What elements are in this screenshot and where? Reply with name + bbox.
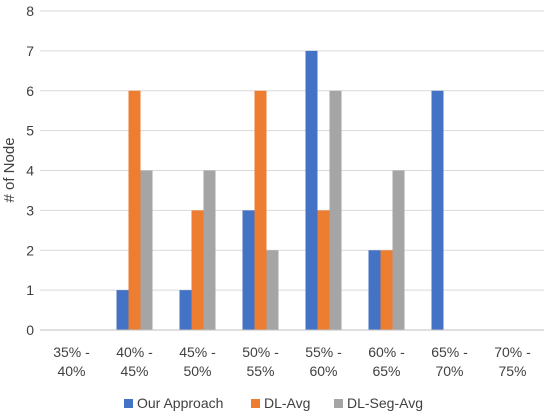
x-tick-label: 75%: [498, 363, 526, 379]
bar-our-approach: [116, 290, 129, 330]
y-tick-label: 1: [26, 282, 34, 298]
x-tick-labels: 35% - 40% 40% - 45% 45% - 50% 50% - 55% 55% - 60%…: [53, 344, 531, 379]
legend-label: DL-Avg: [264, 395, 310, 411]
bars: [116, 50, 444, 330]
x-tick-label: 50%: [183, 363, 211, 379]
legend-label: Our Approach: [137, 395, 223, 411]
y-tick-label: 5: [26, 123, 34, 139]
bar-our-approach: [368, 250, 381, 330]
x-tick-label: 55%: [246, 363, 274, 379]
y-tick-label: 4: [26, 163, 34, 179]
x-tick-label: 45%: [120, 363, 148, 379]
gridlines: [40, 10, 544, 291]
x-tick-label: 40% -: [116, 344, 153, 360]
y-tick-label: 6: [26, 83, 34, 99]
x-tick-label: 45% -: [179, 344, 216, 360]
legend-swatch: [251, 399, 260, 408]
x-tick-label: 65% -: [431, 344, 468, 360]
bar-our-approach: [305, 50, 318, 330]
y-axis-title: # of Node: [1, 137, 18, 202]
bar-dl-seg-avg: [266, 250, 279, 330]
x-tick-label: 55% -: [305, 344, 342, 360]
x-tick-label: 65%: [372, 363, 400, 379]
bar-our-approach: [179, 290, 192, 330]
bar-dl-avg: [128, 90, 141, 330]
bar-our-approach: [242, 210, 255, 330]
bar-dl-seg-avg: [392, 170, 405, 330]
x-tick-label: 35% -: [53, 344, 90, 360]
x-tick-label: 60% -: [368, 344, 405, 360]
x-tick-label: 70% -: [494, 344, 531, 360]
y-tick-label: 8: [26, 3, 34, 19]
bar-our-approach: [431, 90, 444, 330]
y-tick-labels: 0 1 2 3 4 5 6 7 8: [26, 3, 34, 338]
y-tick-label: 3: [26, 202, 34, 218]
y-tick-label: 2: [26, 242, 34, 258]
bar-dl-seg-avg: [140, 170, 153, 330]
legend: Our Approach DL-Avg DL-Seg-Avg: [124, 395, 423, 411]
bar-dl-avg: [317, 210, 330, 330]
x-tick-label: 60%: [309, 363, 337, 379]
bar-dl-avg: [191, 210, 204, 330]
y-tick-label: 0: [26, 322, 34, 338]
legend-label: DL-Seg-Avg: [347, 395, 423, 411]
x-tick-label: 40%: [57, 363, 85, 379]
bar-dl-seg-avg: [329, 90, 342, 330]
legend-swatch: [334, 399, 343, 408]
bar-dl-avg: [254, 90, 267, 330]
x-tick-label: 70%: [435, 363, 463, 379]
bar-dl-seg-avg: [203, 170, 216, 330]
bar-dl-avg: [380, 250, 393, 330]
legend-swatch: [124, 399, 133, 408]
x-tick-label: 50% -: [242, 344, 279, 360]
y-tick-label: 7: [26, 43, 34, 59]
